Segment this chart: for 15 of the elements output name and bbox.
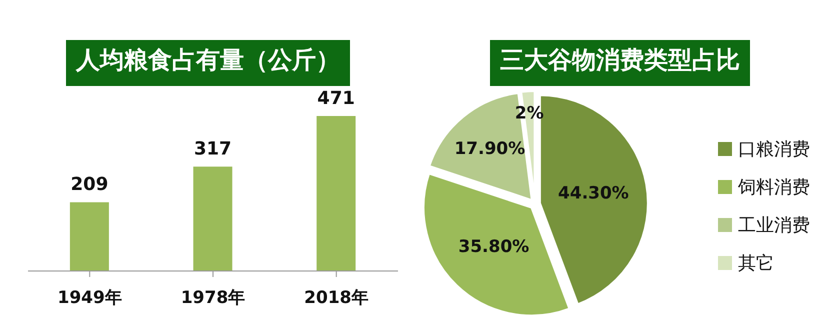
data-label: 44.30% (558, 183, 629, 204)
x-tick-label: 1949年 (58, 288, 122, 308)
chart-title: 人均粮食占有量（公斤） (66, 40, 350, 86)
data-label: 317 (194, 138, 232, 160)
legend-label: 工业消费 (738, 214, 810, 237)
legend-label: 饲料消费 (738, 176, 810, 199)
legend-label: 其它 (738, 252, 774, 275)
legend-label: 口粮消费 (738, 138, 810, 161)
data-label: 35.80% (458, 236, 530, 257)
chart-title: 三大谷物消费类型占比 (490, 40, 750, 86)
x-tick-label: 1978年 (180, 288, 246, 308)
data-label: 17.90% (454, 138, 526, 159)
data-label: 471 (317, 88, 355, 109)
x-tick-label: 2018年 (304, 288, 368, 308)
data-label: 209 (70, 174, 108, 196)
